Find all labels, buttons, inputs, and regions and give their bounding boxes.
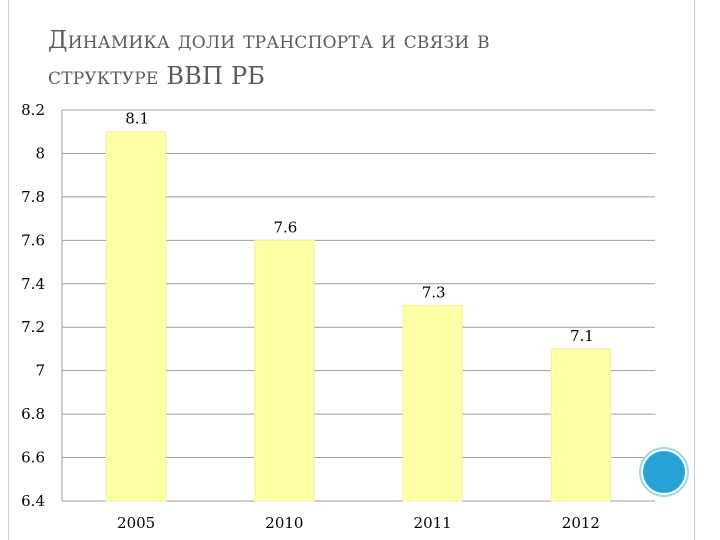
decorative-circle [641, 449, 687, 495]
y-tick-label: 7 [35, 362, 45, 380]
slide-frame-right-line [694, 0, 695, 540]
data-label: 7.6 [273, 218, 297, 236]
y-tick-label: 6.4 [21, 492, 45, 510]
data-label: 7.1 [570, 327, 594, 345]
bar [550, 348, 612, 502]
y-axis-tick-labels: 8.2 8 7.8 7.6 7.4 7.2 7 6.8 6.6 6.4 [21, 101, 45, 510]
x-tick-label: 2005 [117, 514, 155, 532]
y-tick-label: 8 [35, 144, 45, 162]
bars [105, 131, 612, 502]
y-tick-label: 6.8 [21, 405, 45, 423]
y-tick-label: 7.6 [21, 231, 45, 249]
slide-title-line-2: структуре ВВП РБ [48, 62, 266, 90]
data-label: 7.3 [422, 284, 446, 302]
x-axis-tick-labels: 2005 2010 2011 2012 [117, 514, 600, 532]
x-tick-label: 2012 [562, 514, 600, 532]
slide-title: Динамика доли транспорта и связи в струк… [48, 22, 668, 94]
y-tick-label: 7.4 [21, 275, 45, 293]
x-tick-label: 2011 [414, 514, 452, 532]
slide-frame-left-line [8, 0, 9, 540]
slide-title-line-1: Динамика доли транспорта и связи в [48, 26, 490, 54]
y-tick-label: 7.8 [21, 188, 45, 206]
y-tick-label: 7.2 [21, 318, 45, 336]
data-labels: 8.1 7.6 7.3 7.1 [125, 110, 594, 345]
y-tick-label: 6.6 [21, 449, 45, 467]
bar [402, 305, 463, 502]
y-tick-label: 8.2 [21, 101, 45, 119]
bar [254, 239, 315, 502]
data-label: 8.1 [125, 110, 149, 128]
x-tick-label: 2010 [265, 514, 303, 532]
bar [105, 131, 167, 502]
